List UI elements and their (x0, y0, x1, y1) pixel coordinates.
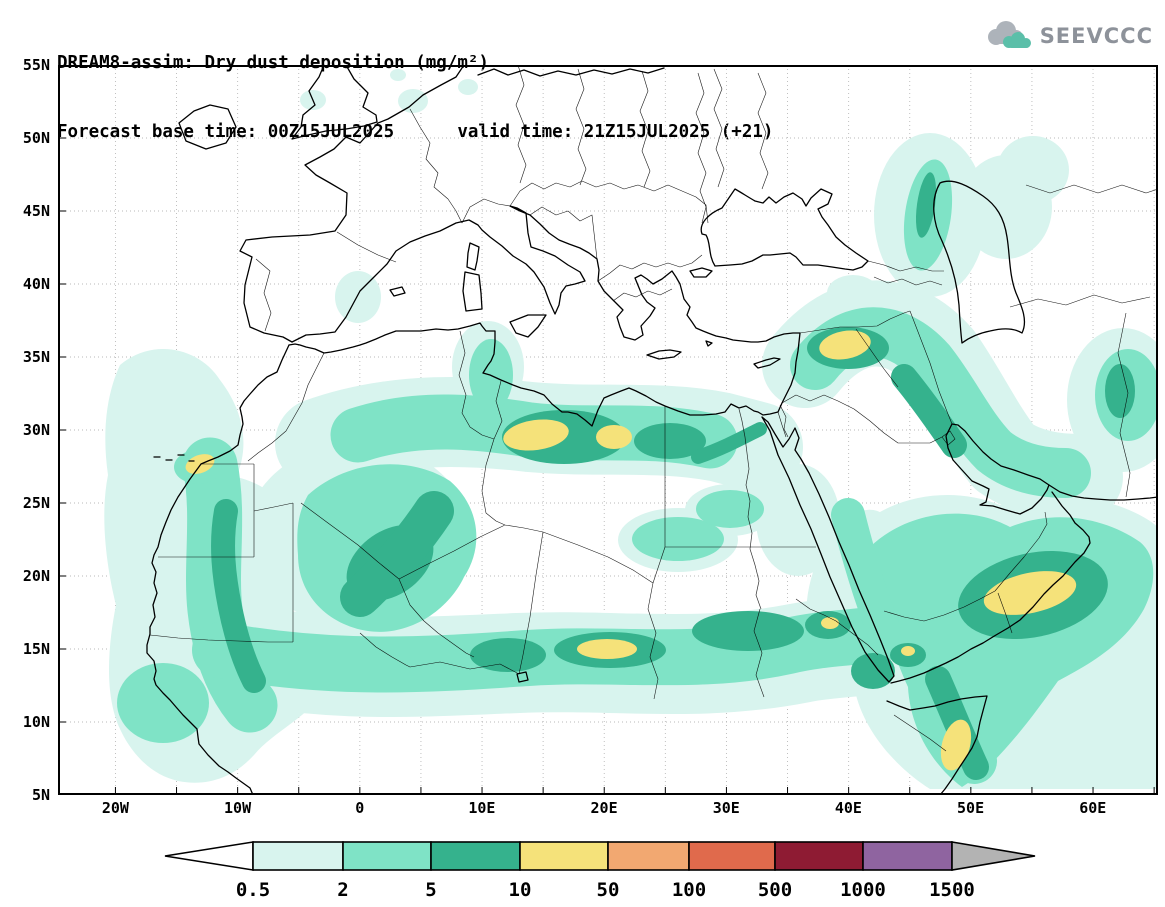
coast-red-sea (761, 416, 895, 683)
colorbar-label: 1500 (929, 879, 975, 901)
map-title: DREAM8-assim: Dry dust deposition (mg/m²… (57, 53, 489, 73)
map-frame (58, 65, 1158, 795)
lat-axis-label: 50N (22, 129, 50, 147)
nile-river (738, 408, 762, 610)
coast-baltic (477, 67, 665, 77)
lon-axis-label: 20E (590, 799, 618, 817)
coast-arabian-sea (886, 484, 1158, 795)
colorbar-label: 1000 (840, 879, 886, 901)
coast-europe-atlantic (239, 65, 465, 343)
colorbar-segment (342, 841, 432, 871)
colorbar-label: 0.5 (236, 879, 270, 901)
lon-axis-label: 0 (355, 799, 365, 817)
lake-chad (516, 671, 529, 683)
lat-axis-label: 40N (22, 275, 50, 293)
lon-axis-label: 60E (1079, 799, 1107, 817)
colorbar-segment (519, 841, 609, 871)
colorbar-segment (951, 841, 1036, 871)
logo-text: SEEVCCC (1039, 24, 1153, 48)
colorbar: 0.5 2 5 10 50 100 500 1000 1500 (164, 841, 1036, 901)
lon-axis-label: 20W (101, 799, 129, 817)
colorbar-segment (430, 841, 521, 871)
map-svg (58, 65, 1158, 795)
coast-mediterranean (288, 205, 801, 427)
map-subtitle: Forecast base time: 00Z15JUL2025 valid t… (57, 122, 774, 142)
lat-axis-label: 20N (22, 567, 50, 585)
lat-axis-label: 5N (31, 786, 50, 804)
colorbar-label: 100 (672, 879, 706, 901)
lon-axis: 20W 10W 0 10E 20E 30E 40E 50E 60E (58, 799, 1158, 823)
coast-africa-atlantic (146, 344, 290, 795)
map-title-block: DREAM8-assim: Dry dust deposition (mg/m²… (57, 6, 773, 190)
coast-britain-ireland (178, 65, 378, 150)
coast-caspian-sea (933, 180, 1026, 344)
colorbar-segment (164, 841, 254, 871)
colorbar-segment (607, 841, 690, 871)
colorbar-label: 50 (597, 879, 620, 901)
colorbar-segment (774, 841, 864, 871)
lon-axis-label: 10E (468, 799, 496, 817)
coast-islands (153, 242, 781, 462)
lon-axis-label: 50E (957, 799, 985, 817)
lon-axis-label: 40E (834, 799, 862, 817)
cloud-logo-icon (987, 21, 1031, 48)
coast-black-sea (689, 188, 869, 278)
lon-axis-label: 10W (224, 799, 252, 817)
deposition-map (58, 65, 1158, 795)
colorbar-label: 5 (425, 879, 436, 901)
colorbar-segment (862, 841, 953, 871)
lat-axis-label: 45N (22, 202, 50, 220)
lat-axis-label: 10N (22, 713, 50, 731)
lat-axis-label: 30N (22, 421, 50, 439)
lat-axis-label: 25N (22, 494, 50, 512)
colorbar-segment (252, 841, 344, 871)
colorbar-label: 500 (758, 879, 792, 901)
lon-axis-label: 30E (712, 799, 740, 817)
logo: SEEVCCC (981, 20, 1153, 52)
coastlines (146, 65, 1158, 795)
lat-axis-label: 15N (22, 640, 50, 658)
colorbar-segment (688, 841, 776, 871)
lat-axis-label: 55N (22, 56, 50, 74)
colorbar-label: 10 (509, 879, 532, 901)
lat-axis-label: 35N (22, 348, 50, 366)
coast-persian-gulf (945, 423, 1050, 515)
lat-axis: 55N 50N 45N 40N 35N 30N 25N 20N 15N 10N 5N (4, 56, 54, 804)
colorbar-label: 2 (337, 879, 348, 901)
country-borders (149, 65, 1158, 752)
